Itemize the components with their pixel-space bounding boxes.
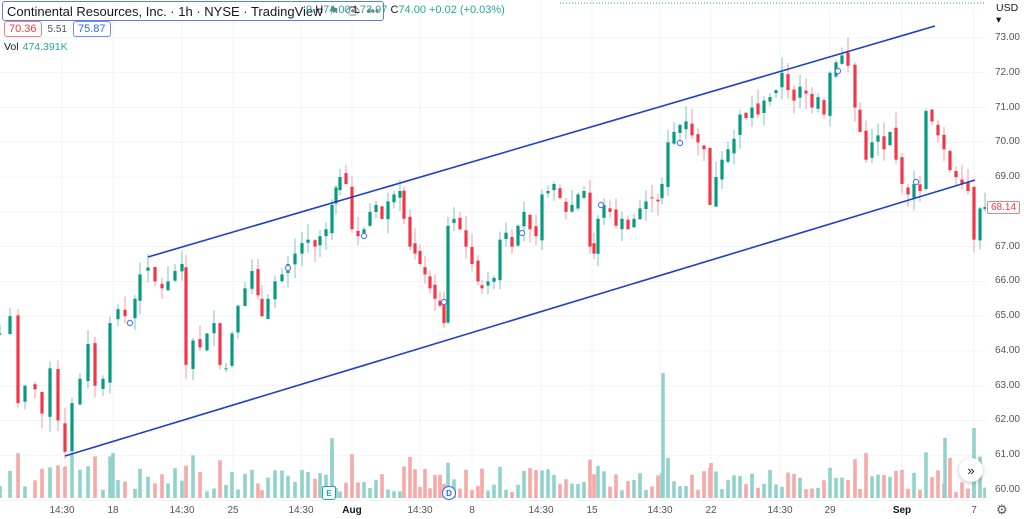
price-tick: 67.00 (994, 240, 1020, 252)
price-tick: 70.00 (994, 136, 1020, 148)
time-tick: 14:30 (407, 505, 433, 516)
close-value: 74.00 (398, 4, 426, 16)
price-tick: 66.00 (994, 275, 1020, 287)
low-label: L (353, 4, 360, 16)
volume-label: Vol (4, 41, 19, 53)
price-tick: 71.00 (994, 101, 1020, 113)
chevron-down-icon: ▾ (996, 14, 1002, 26)
time-tick: 14:30 (647, 505, 673, 516)
time-tick: 15 (586, 505, 598, 516)
indicator-value-left: 70.36 (4, 21, 42, 37)
high-label: H (315, 4, 324, 16)
low-value: 73.97 (359, 4, 388, 16)
indicator-legend[interactable]: 70.36 5.51 75.87 (4, 21, 111, 37)
time-tick: 14:30 (288, 505, 314, 516)
change-value: +0.02 (+0.03%) (429, 4, 505, 16)
time-tick: 22 (705, 505, 717, 516)
volume-value: 474.391K (22, 41, 68, 53)
ohlc-values: 9 H74.00 L73.97 C74.00 +0.02 (+0.03%) (306, 4, 505, 16)
settings-gear-icon[interactable]: ⚙ (996, 502, 1008, 517)
last-price-tag: 68.14 (987, 201, 1021, 214)
flag-icon[interactable]: ⚑ (328, 4, 340, 18)
price-tick: 64.00 (994, 344, 1020, 356)
time-axis[interactable]: 14:30 18 14:30 25 14:30 Aug 14:30 8 14:30 15 14:30… (0, 500, 986, 519)
time-tick: Sep (892, 505, 912, 516)
currency-selector[interactable]: USD ▾ (996, 2, 1024, 26)
time-tick: 18 (107, 505, 119, 516)
time-tick: 8 (469, 505, 475, 516)
symbol-title: Continental Resources, Inc. · 1h · NYSE … (7, 3, 323, 19)
earnings-event-marker[interactable]: E (322, 486, 336, 500)
time-tick: 14:30 (528, 505, 554, 516)
indicator-value-right: 75.87 (73, 21, 111, 37)
currency-label: USD (996, 2, 1019, 14)
time-tick: 14:30 (49, 505, 75, 516)
time-tick: 14:30 (169, 505, 195, 516)
price-tick: 60.00 (994, 484, 1020, 495)
price-tick: 62.00 (994, 414, 1020, 426)
more-icon[interactable]: ••• (366, 4, 380, 18)
time-tick: 29 (824, 505, 836, 516)
scroll-to-latest-button[interactable]: » (959, 458, 983, 482)
price-tick: 63.00 (994, 379, 1020, 391)
time-tick: Aug (342, 505, 362, 516)
indicator-value-mid: 5.51 (47, 23, 67, 35)
high-value: 74.00 (323, 4, 351, 16)
close-label: C (390, 4, 399, 16)
symbol-legend[interactable]: Continental Resources, Inc. · 1h · NYSE … (2, 1, 385, 21)
open-partial: 9 (306, 4, 313, 16)
price-tick: 65.00 (994, 310, 1020, 322)
price-tick: 72.00 (994, 66, 1020, 78)
price-tick: 73.00 (994, 32, 1020, 43)
price-chart[interactable] (0, 0, 986, 500)
time-tick: 14:30 (767, 505, 793, 516)
eye-icon[interactable]: 👁 (345, 4, 361, 18)
time-tick: 7 (971, 505, 977, 516)
time-tick: 25 (227, 505, 239, 516)
price-tick: 69.00 (994, 171, 1020, 183)
dividend-event-marker[interactable]: D (442, 486, 456, 500)
volume-legend[interactable]: Vol 474.391K (4, 41, 68, 53)
price-axis[interactable]: 73.0072.0071.0070.0069.0068.0067.0066.00… (986, 0, 1024, 500)
price-tick: 61.00 (994, 449, 1020, 461)
